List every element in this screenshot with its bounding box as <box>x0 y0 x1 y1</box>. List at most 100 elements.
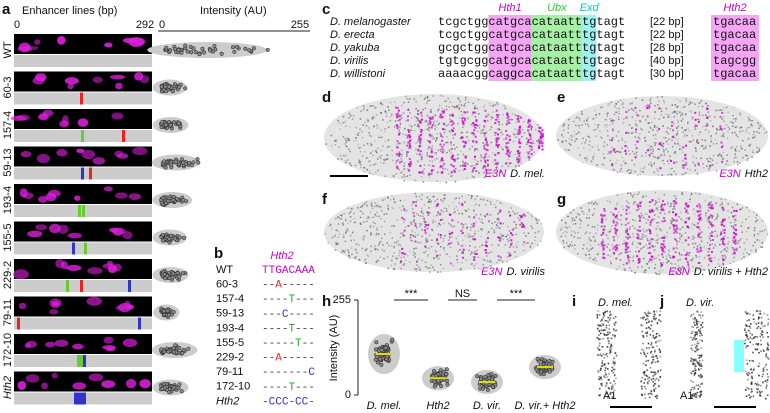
dot <box>164 123 168 127</box>
stripe-signal <box>494 122 496 124</box>
nucleus <box>496 102 498 104</box>
nucleus <box>652 246 654 248</box>
nucleus <box>339 233 341 235</box>
cell-dot <box>607 356 609 358</box>
stripe-signal <box>637 229 639 231</box>
nucleus <box>417 234 419 236</box>
stripe-signal <box>612 129 614 131</box>
nucleus <box>414 232 416 234</box>
nucleus <box>474 199 476 201</box>
nucleus <box>538 231 540 233</box>
nucleus <box>684 133 686 135</box>
nucleus <box>479 127 481 129</box>
cell-dot <box>696 385 698 387</box>
cell-dot <box>614 330 616 332</box>
cell-dot <box>654 318 656 320</box>
nucleus <box>341 158 343 160</box>
nucleus <box>675 263 677 265</box>
nucleus <box>565 140 567 142</box>
nucleus <box>612 123 614 125</box>
nucleus <box>369 217 371 219</box>
nucleus <box>618 266 620 268</box>
cell-dot <box>696 365 698 367</box>
stripe-signal <box>474 112 476 114</box>
nucleus <box>414 124 416 126</box>
nucleus <box>666 258 668 260</box>
nucleus <box>366 230 368 232</box>
nucleus <box>634 171 636 173</box>
stripe-signal <box>440 219 442 221</box>
dot <box>172 198 176 202</box>
nucleus <box>757 239 759 241</box>
cell-dot <box>607 368 609 370</box>
nucleus <box>440 182 442 184</box>
nucleus <box>681 254 683 256</box>
nucleus <box>573 135 575 137</box>
stripe-signal <box>441 172 443 174</box>
nucleus <box>708 207 710 209</box>
nucleus <box>662 146 664 148</box>
nucleus <box>470 166 472 168</box>
nucleus <box>561 219 563 221</box>
stripe-signal <box>699 232 701 234</box>
stripe-signal <box>624 150 626 152</box>
stripe-signal <box>627 246 629 248</box>
stripe-signal <box>671 125 673 127</box>
nucleus <box>426 155 428 157</box>
nucleus <box>620 169 622 171</box>
sequence-segment: cataatt <box>532 54 582 68</box>
nucleus <box>459 107 461 109</box>
stripe-signal <box>698 262 700 264</box>
nucleus <box>342 250 344 252</box>
nucleus <box>435 125 437 127</box>
nucleus <box>374 214 376 216</box>
stripe-signal <box>672 136 674 138</box>
stripe-signal <box>616 244 618 246</box>
nucleus <box>693 140 695 142</box>
nucleus <box>457 154 459 156</box>
nucleus <box>659 273 661 275</box>
nucleus <box>363 105 365 107</box>
nucleus <box>737 161 739 163</box>
nucleus <box>654 118 656 120</box>
stripe-signal <box>429 123 431 125</box>
nucleus <box>686 135 688 137</box>
nucleus <box>620 219 622 221</box>
nucleus <box>442 95 444 97</box>
nucleus <box>727 243 729 245</box>
nucleus <box>387 196 389 198</box>
base: - <box>282 353 289 365</box>
nucleus <box>685 113 687 115</box>
nucleus <box>335 244 337 246</box>
nucleus <box>726 160 728 162</box>
nucleus <box>497 200 499 202</box>
nucleus <box>372 155 374 157</box>
stripe-signal <box>639 243 641 245</box>
cell-dot <box>603 375 605 377</box>
nucleus <box>502 203 504 205</box>
cell-dot <box>696 321 698 323</box>
nucleus <box>434 200 436 202</box>
nucleus <box>589 232 591 234</box>
nucleus <box>412 208 414 210</box>
stripe-signal <box>735 224 737 226</box>
nucleus <box>695 147 697 149</box>
cell-dot <box>597 315 599 317</box>
base: - <box>269 338 276 350</box>
nucleus <box>599 130 601 132</box>
stripe-signal <box>518 141 520 143</box>
nucleus <box>360 111 362 113</box>
cell-dot <box>655 341 657 343</box>
nucleus <box>378 245 380 247</box>
nucleus <box>722 258 724 260</box>
nucleus <box>421 223 423 225</box>
nucleus <box>758 147 760 149</box>
cell-dot <box>603 357 605 359</box>
nucleus <box>590 248 592 250</box>
nucleus <box>366 218 368 220</box>
nucleus <box>637 194 639 196</box>
nucleus <box>482 259 484 261</box>
stripe-signal <box>465 157 467 159</box>
nucleus <box>732 115 734 117</box>
stripe-signal <box>461 245 463 247</box>
